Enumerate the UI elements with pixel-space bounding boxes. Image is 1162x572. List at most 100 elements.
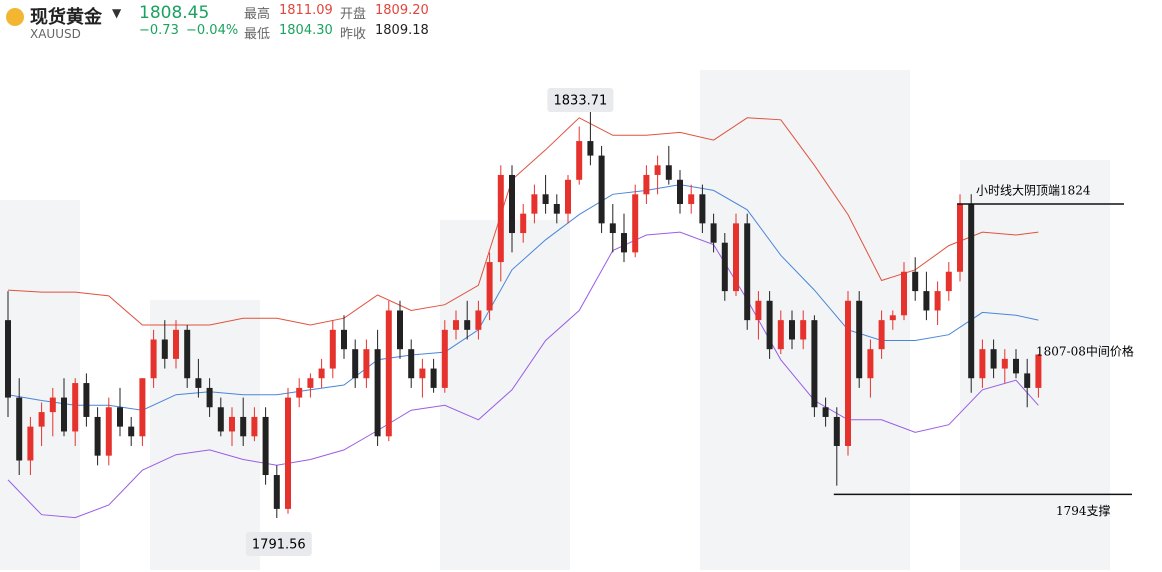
candle-body <box>217 407 224 432</box>
candle-body <box>699 194 706 224</box>
candle-body <box>856 300 863 379</box>
candle-body <box>94 416 101 456</box>
annotation: 1807-08中间价格 <box>1036 344 1134 359</box>
candle-body <box>475 310 482 330</box>
stat-label: 最高 <box>244 7 271 22</box>
candle-body <box>273 475 280 509</box>
candle-body <box>83 383 90 417</box>
candle-body <box>27 426 34 461</box>
name[interactable]: 现货黄金 <box>30 7 102 28</box>
candle-body <box>565 179 571 214</box>
candle-body <box>822 407 829 417</box>
candle-body <box>901 271 907 316</box>
candle-body <box>1035 354 1042 388</box>
max-label-box <box>547 88 614 112</box>
candle-body <box>587 141 594 156</box>
candle-body <box>251 416 258 437</box>
candle-body <box>363 349 370 379</box>
candle-body <box>609 223 616 234</box>
candle-body <box>397 310 403 350</box>
candle-body <box>800 320 807 340</box>
candle-body <box>632 194 639 253</box>
candle-body <box>1013 358 1019 374</box>
candle-body <box>49 397 56 413</box>
price: 1808.45 <box>139 3 210 23</box>
band-line <box>7 231 1039 519</box>
candle-body <box>341 329 347 350</box>
candle-body <box>509 174 515 234</box>
candle-body <box>867 349 874 379</box>
candle-body <box>385 310 392 437</box>
stat-label: 最低 <box>244 27 271 42</box>
candle-body <box>5 320 11 398</box>
candle-body <box>285 397 291 509</box>
candle-body <box>878 320 885 350</box>
candle-body <box>128 426 135 437</box>
candle-body <box>576 141 583 180</box>
candle-body <box>296 387 303 398</box>
band-line <box>7 117 1039 326</box>
candle-body <box>654 165 661 175</box>
candle-body <box>206 387 213 408</box>
candle-body <box>811 320 818 408</box>
icon <box>6 8 24 26</box>
candle-body <box>531 194 538 214</box>
candle-body <box>777 320 784 350</box>
candle-body <box>61 397 67 432</box>
candle-body <box>968 203 975 379</box>
candle-body <box>307 378 314 388</box>
candle-body <box>520 213 527 234</box>
candle-body <box>161 339 168 359</box>
min-label: 1791.56 <box>252 538 306 553</box>
candle-body <box>117 407 123 427</box>
candle-body <box>945 271 952 292</box>
candle-body <box>262 416 269 476</box>
level-label: 小时线大阴顶端1824 <box>976 183 1091 197</box>
dropdown[interactable]: ▼ <box>112 6 122 20</box>
candle-body <box>173 329 179 359</box>
candle-body <box>419 368 426 379</box>
candle-body <box>430 368 437 388</box>
candle-body <box>150 339 157 379</box>
stat-value: 1804.30 <box>279 23 333 38</box>
candle-body <box>766 300 773 350</box>
candle-body <box>688 194 695 204</box>
candle-body <box>195 378 202 388</box>
candle-body <box>923 291 930 311</box>
candle-body <box>329 329 336 369</box>
candle-body <box>889 315 896 321</box>
candle-body <box>16 397 23 461</box>
candle-body <box>553 203 560 214</box>
candle-body <box>755 300 762 321</box>
candle-body <box>464 320 471 330</box>
change-pct: −0.04% <box>186 23 239 38</box>
stat-value: 1809.20 <box>375 3 429 18</box>
candle-body <box>318 368 325 379</box>
candle-body <box>990 349 997 369</box>
candle-body <box>240 416 247 437</box>
min-label-box <box>245 532 312 556</box>
candle-body <box>912 271 919 292</box>
candle-body <box>352 349 359 379</box>
candle-body <box>934 291 941 311</box>
band-line <box>7 184 1039 411</box>
candle-body <box>1024 373 1031 388</box>
candle-body <box>744 223 751 321</box>
candle-body <box>105 407 112 456</box>
candle-body <box>1001 358 1008 369</box>
candle-body <box>789 320 795 340</box>
candle-body <box>621 233 627 253</box>
candle-body <box>733 223 739 292</box>
candle-body <box>374 349 381 437</box>
candle-body <box>677 179 683 204</box>
change: −0.73 <box>139 23 179 38</box>
candle-body <box>38 412 45 427</box>
candle-body <box>979 349 986 379</box>
candle-body <box>542 194 549 204</box>
candle-body <box>441 329 448 388</box>
candle-body <box>72 383 79 432</box>
candle-body <box>408 349 415 379</box>
candle-body <box>139 378 146 437</box>
candle-body <box>665 165 672 180</box>
